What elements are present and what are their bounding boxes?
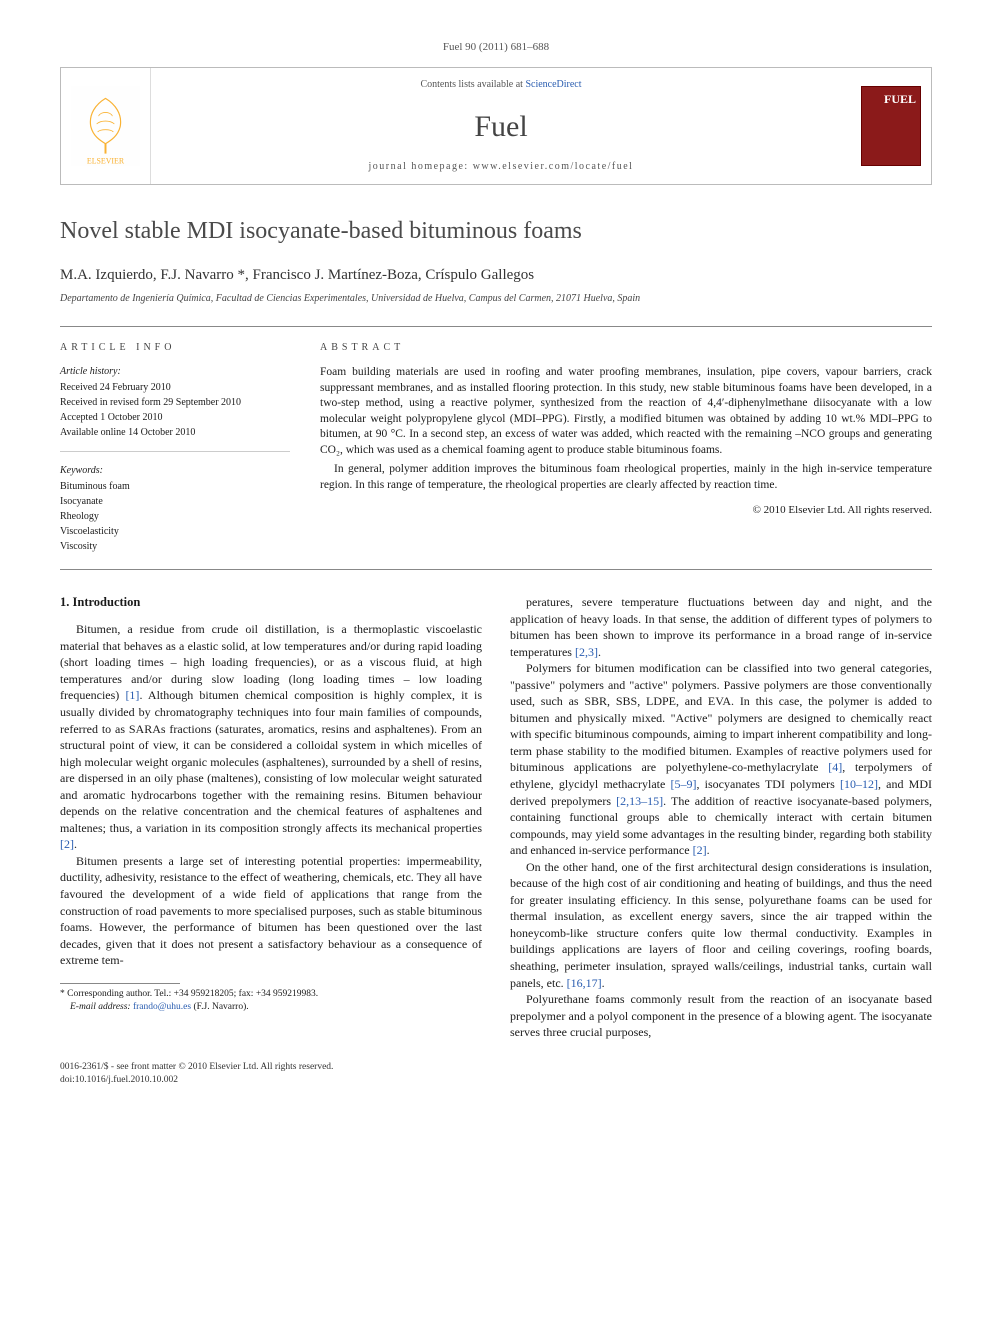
footer-block: 0016-2361/$ - see front matter © 2010 El… [60, 1061, 932, 1088]
ref-link[interactable]: [2] [60, 837, 74, 851]
abstract-text: Foam building materials are used in roof… [320, 365, 932, 493]
doi-line: doi:10.1016/j.fuel.2010.10.002 [60, 1074, 932, 1087]
affiliation: Departamento de Ingeniería Química, Facu… [60, 292, 932, 306]
text-span: peratures, severe temperature fluctuatio… [510, 595, 932, 659]
abstract-p2: In general, polymer addition improves th… [320, 462, 932, 493]
text-span: On the other hand, one of the first arch… [510, 860, 932, 990]
text-span: Polymers for bitumen modification can be… [510, 661, 932, 774]
ref-link[interactable]: [5–9] [670, 777, 696, 791]
text-span: . [707, 843, 710, 857]
contents-line: Contents lists available at ScienceDirec… [151, 78, 851, 92]
ref-link[interactable]: [2,3] [575, 645, 598, 659]
ref-link[interactable]: [2] [693, 843, 707, 857]
email-link[interactable]: frando@uhu.es [133, 1002, 191, 1012]
keyword: Bituminous foam [60, 480, 290, 494]
intro-p6: Polyurethane foams commonly result from … [510, 991, 932, 1041]
elsevier-wordmark: ELSEVIER [87, 157, 125, 166]
history-label: Article history: [60, 365, 290, 379]
journal-cover-thumbnail: FUEL [861, 86, 921, 166]
online-date: Available online 14 October 2010 [60, 426, 290, 440]
ref-link[interactable]: [16,17] [567, 976, 602, 990]
text-span: . [598, 645, 601, 659]
ref-link[interactable]: [2,13–15] [616, 794, 663, 808]
header-center: Contents lists available at ScienceDirec… [151, 68, 851, 184]
corresponding-author-footnote: * Corresponding author. Tel.: +34 959218… [60, 988, 482, 1001]
keywords-block: Keywords: Bituminous foam Isocyanate Rhe… [60, 464, 290, 554]
info-abstract-row: ARTICLE INFO Article history: Received 2… [60, 326, 932, 570]
section-1-heading: 1. Introduction [60, 594, 482, 611]
sciencedirect-link[interactable]: ScienceDirect [525, 79, 581, 90]
email-footnote: E-mail address: frando@uhu.es (F.J. Nava… [60, 1001, 482, 1014]
keyword: Isocyanate [60, 495, 290, 509]
article-info-column: ARTICLE INFO Article history: Received 2… [60, 341, 290, 555]
text-span: , isocyanates TDI polymers [696, 777, 839, 791]
keyword: Viscoelasticity [60, 525, 290, 539]
ref-link[interactable]: [1] [125, 688, 139, 702]
elsevier-tree-icon: ELSEVIER [71, 86, 140, 166]
abstract-copyright: © 2010 Elsevier Ltd. All rights reserved… [320, 503, 932, 518]
footnote-separator [60, 983, 180, 984]
author-list: M.A. Izquierdo, F.J. Navarro *, Francisc… [60, 265, 932, 286]
text-span: . Although bitumen chemical composition … [60, 688, 482, 834]
received-date: Received 24 February 2010 [60, 381, 290, 395]
article-history-block: Article history: Received 24 February 20… [60, 365, 290, 452]
publisher-logo-cell: ELSEVIER [61, 68, 151, 184]
email-label: E-mail address: [70, 1002, 131, 1012]
body-two-columns: 1. Introduction Bitumen, a residue from … [60, 594, 932, 1041]
abstract-column: ABSTRACT Foam building materials are use… [320, 341, 932, 555]
keyword: Rheology [60, 510, 290, 524]
keywords-label: Keywords: [60, 464, 290, 478]
ref-link[interactable]: [10–12] [840, 777, 878, 791]
revised-date: Received in revised form 29 September 20… [60, 396, 290, 410]
cover-thumb-cell: FUEL [851, 68, 931, 184]
article-title: Novel stable MDI isocyanate-based bitumi… [60, 215, 932, 249]
text-span: . [74, 837, 77, 851]
text-span: . [602, 976, 605, 990]
journal-name: Fuel [151, 106, 851, 148]
intro-p5: On the other hand, one of the first arch… [510, 859, 932, 991]
intro-p2: Bitumen presents a large set of interest… [60, 853, 482, 969]
journal-homepage: journal homepage: www.elsevier.com/locat… [151, 160, 851, 174]
accepted-date: Accepted 1 October 2010 [60, 411, 290, 425]
email-author-name: (F.J. Navarro). [193, 1002, 248, 1012]
cover-title: FUEL [866, 91, 916, 108]
keyword: Viscosity [60, 540, 290, 554]
abstract-heading: ABSTRACT [320, 341, 932, 355]
header-citation: Fuel 90 (2011) 681–688 [60, 40, 932, 55]
journal-header-box: ELSEVIER Contents lists available at Sci… [60, 67, 932, 185]
abstract-p1: Foam building materials are used in roof… [320, 365, 932, 458]
intro-p3: peratures, severe temperature fluctuatio… [510, 594, 932, 660]
intro-p4: Polymers for bitumen modification can be… [510, 660, 932, 859]
issn-line: 0016-2361/$ - see front matter © 2010 El… [60, 1061, 932, 1074]
ref-link[interactable]: [4] [828, 760, 842, 774]
footnote-block: * Corresponding author. Tel.: +34 959218… [60, 983, 482, 1014]
intro-p1: Bitumen, a residue from crude oil distil… [60, 621, 482, 853]
contents-prefix: Contents lists available at [420, 79, 525, 90]
article-info-heading: ARTICLE INFO [60, 341, 290, 355]
